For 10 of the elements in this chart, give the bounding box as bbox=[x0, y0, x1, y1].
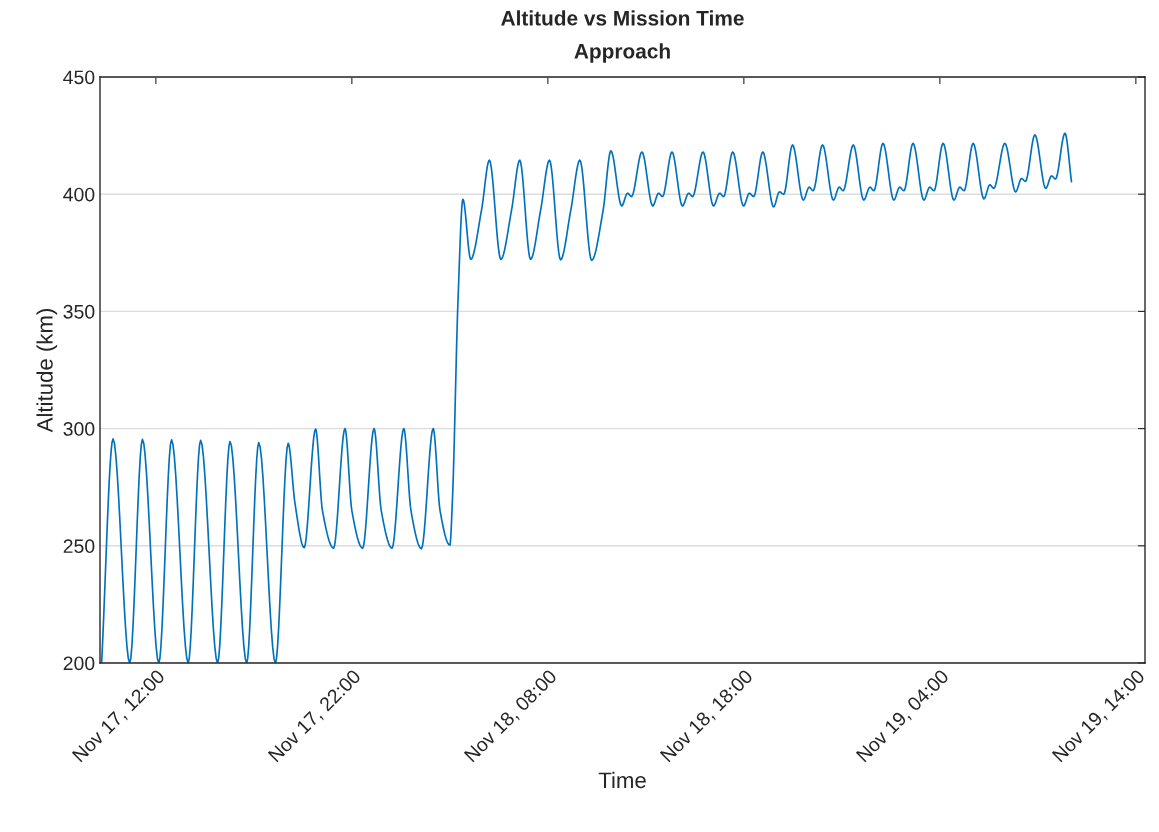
y-tick-label: 200 bbox=[63, 656, 95, 671]
chart-subtitle: Approach bbox=[574, 43, 670, 63]
x-axis-title: Time bbox=[598, 771, 646, 789]
y-tick-label: 350 bbox=[63, 304, 95, 319]
y-tick-label: 450 bbox=[63, 70, 95, 85]
y-axis-title: Altitude (km) bbox=[36, 309, 58, 433]
y-tick-label: 250 bbox=[63, 539, 95, 554]
y-tick-label: 400 bbox=[63, 187, 95, 202]
chart-title: Altitude vs Mission Time bbox=[501, 10, 744, 26]
y-tick-label: 300 bbox=[63, 422, 95, 436]
